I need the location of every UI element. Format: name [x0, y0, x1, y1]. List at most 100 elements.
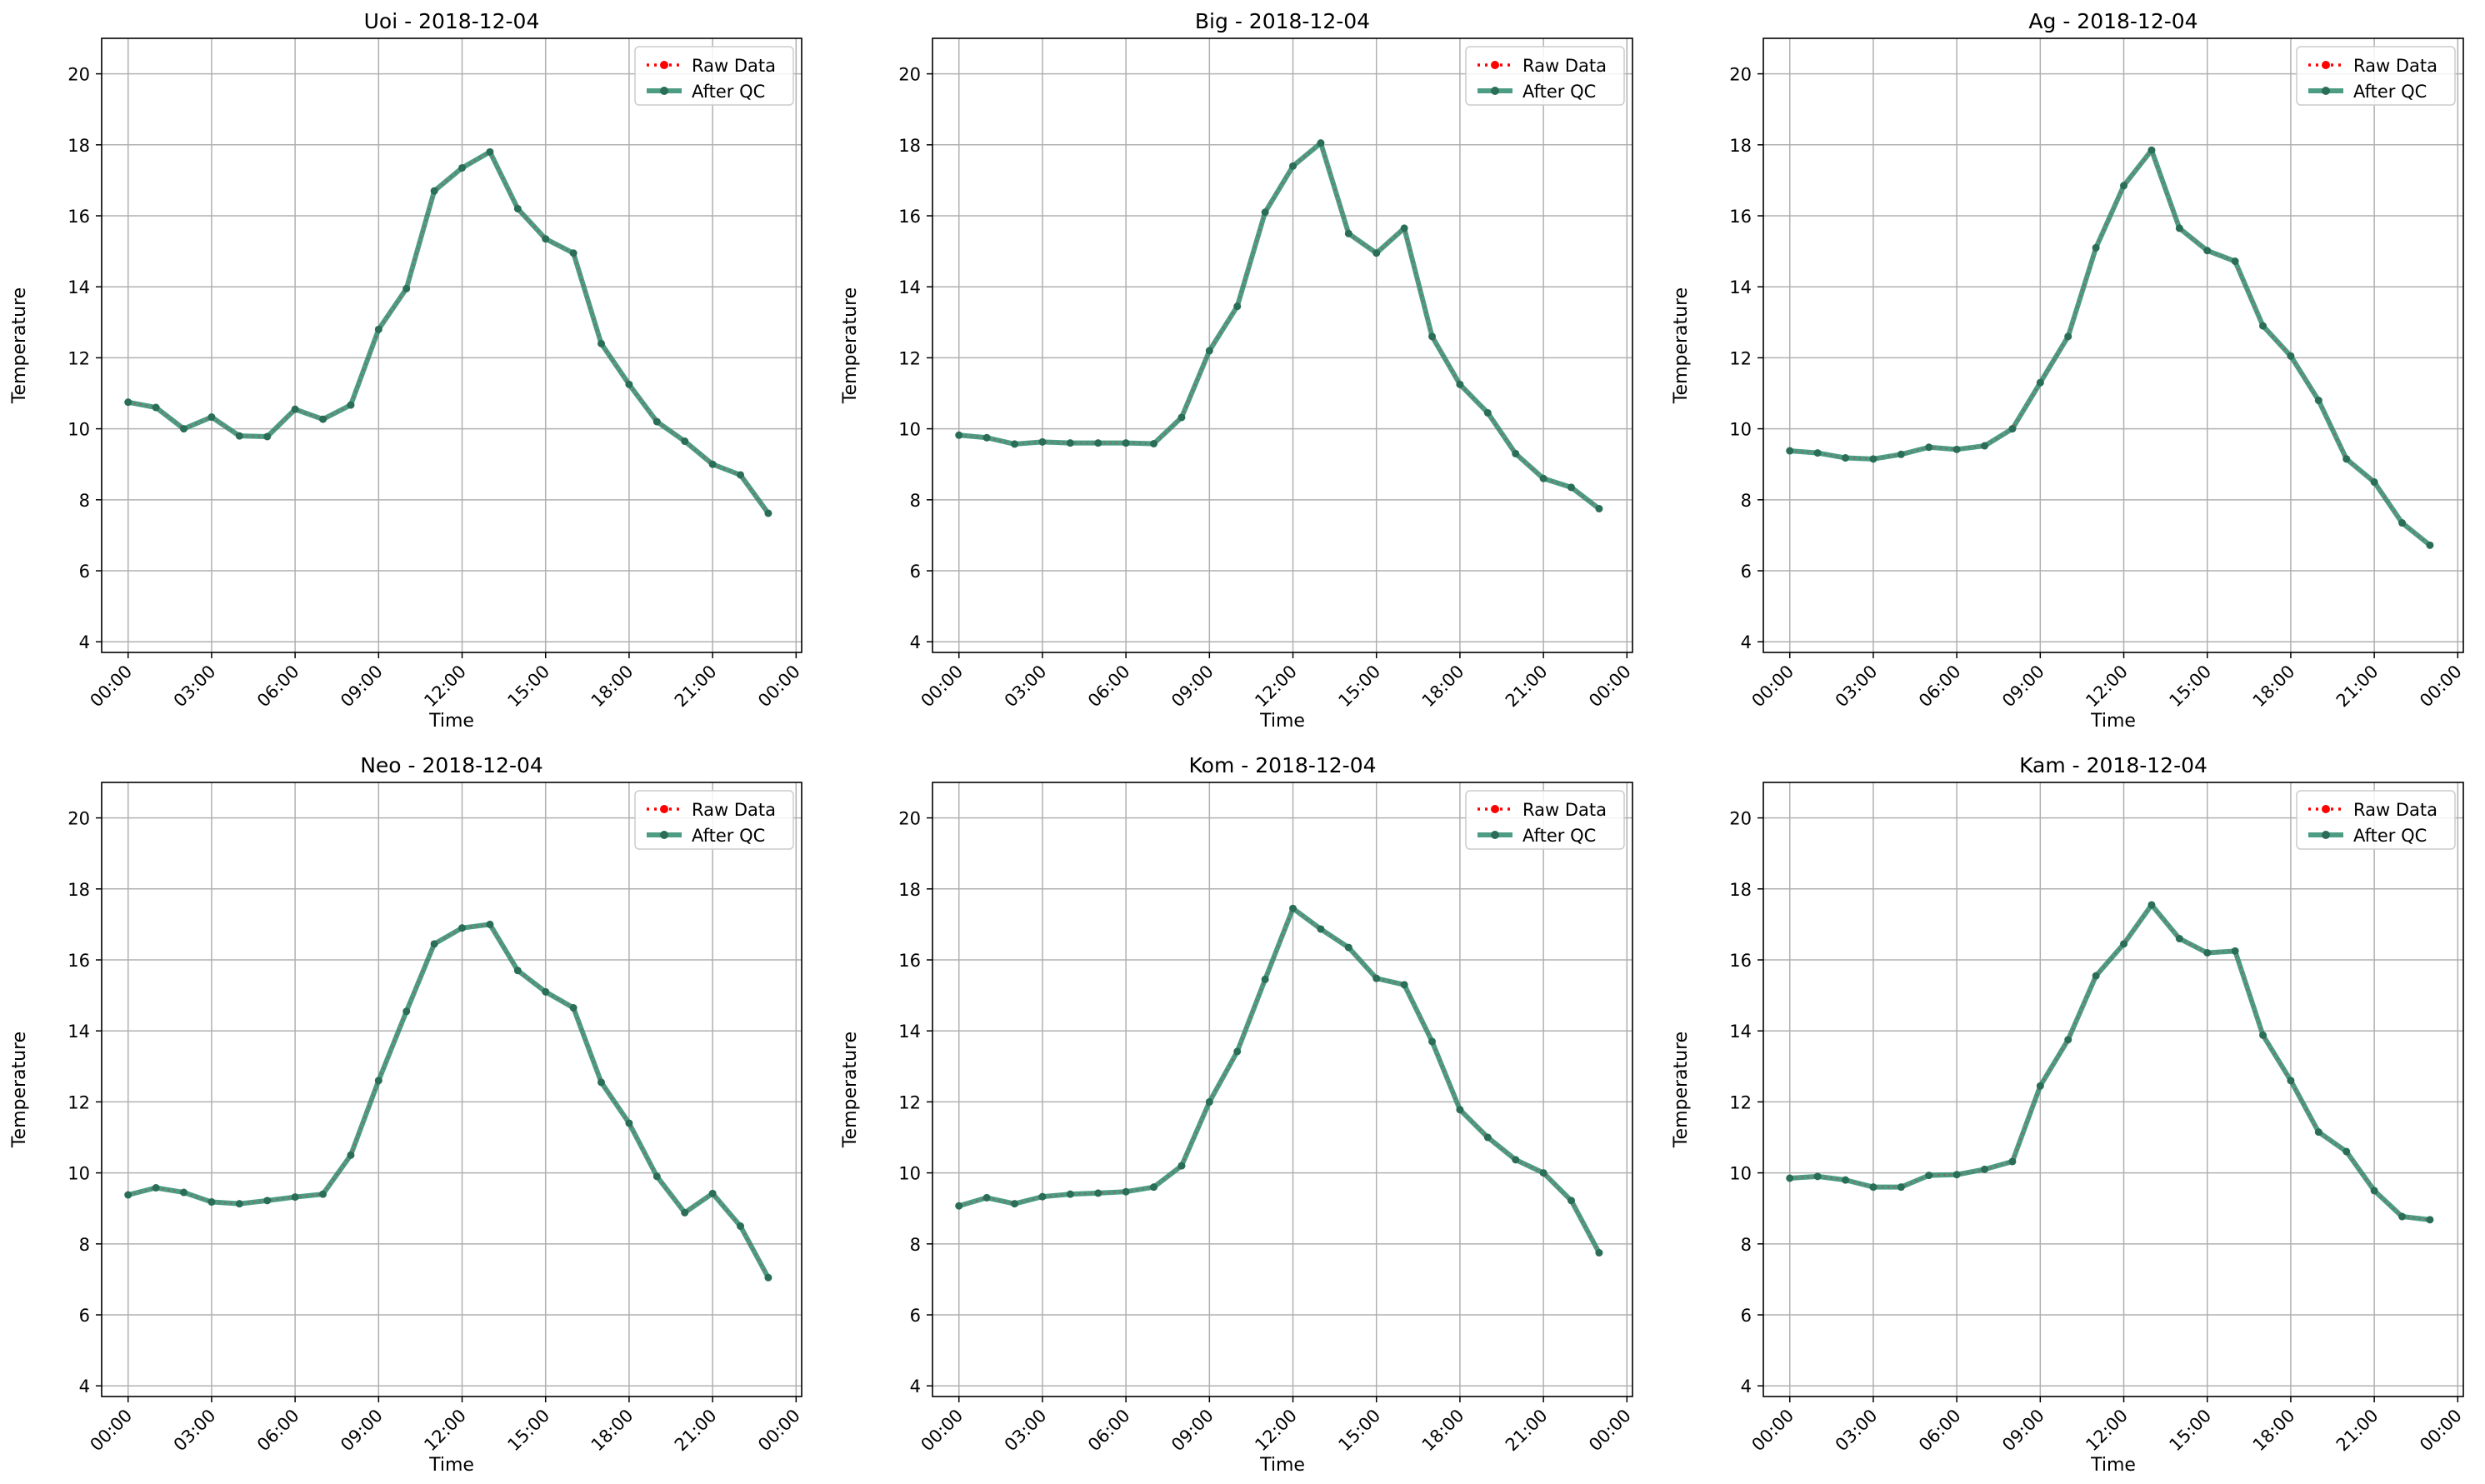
- y-tick-label: 20: [68, 65, 90, 85]
- x-tick-label: 18:00: [588, 662, 638, 712]
- data-point: [1869, 455, 1878, 463]
- y-axis-label: Temperature: [9, 1032, 30, 1148]
- y-tick-label: 12: [898, 1092, 921, 1112]
- x-tick-label: 03:00: [1001, 1406, 1051, 1456]
- y-tick-label: 8: [79, 1235, 90, 1255]
- data-point: [2231, 947, 2239, 955]
- y-tick-label: 16: [68, 951, 90, 971]
- y-tick-label: 18: [1729, 880, 1752, 900]
- data-point: [2008, 1157, 2017, 1166]
- data-point: [2287, 1077, 2295, 1085]
- data-point: [152, 1184, 160, 1192]
- y-tick-label: 18: [68, 136, 90, 156]
- y-tick-label: 4: [79, 632, 90, 652]
- data-point: [2370, 478, 2378, 487]
- y-tick-label: 10: [68, 420, 90, 440]
- x-tick-label: 06:00: [1084, 1406, 1134, 1456]
- plot-frame: [1762, 37, 2464, 653]
- y-tick-label: 14: [898, 1022, 921, 1042]
- data-point: [1261, 208, 1269, 217]
- data-point: [652, 417, 661, 426]
- data-point: [2398, 519, 2407, 527]
- x-tick-label: 18:00: [1418, 662, 1468, 712]
- data-point: [208, 413, 216, 422]
- data-point: [1483, 1133, 1492, 1142]
- data-point: [124, 1191, 132, 1199]
- data-point: [1150, 1183, 1158, 1192]
- x-axis-label: Time: [1259, 711, 1305, 732]
- data-point: [1869, 1183, 1878, 1192]
- data-point: [708, 1189, 717, 1197]
- data-point: [1568, 483, 1576, 492]
- x-tick-label: 18:00: [588, 1406, 638, 1456]
- data-point: [1428, 332, 1437, 341]
- legend-marker-after-qc: [660, 831, 668, 839]
- x-tick-label: 15:00: [2165, 1406, 2215, 1456]
- data-point: [598, 339, 606, 347]
- data-point: [955, 431, 963, 439]
- x-tick-label: 03:00: [1832, 1406, 1882, 1456]
- data-point: [2120, 940, 2128, 948]
- data-point: [1813, 449, 1822, 457]
- legend-marker-after-qc: [2322, 87, 2330, 95]
- legend-label-raw-data: Raw Data: [1522, 800, 1607, 820]
- legend-marker-raw-data: [660, 805, 668, 813]
- data-point: [2259, 1031, 2268, 1039]
- x-tick-label: 00:00: [1748, 1406, 1798, 1456]
- data-point: [347, 401, 355, 409]
- chart-panel: Kam - 2018-12-04 4 6 8 10 12 14 16 18 20 00:00 03:0…: [1671, 753, 2466, 1476]
- y-tick-label: 6: [79, 562, 90, 582]
- x-tick-label: 15:00: [1334, 1406, 1384, 1456]
- data-point: [1372, 974, 1381, 982]
- y-axis-label: Temperature: [1671, 287, 1692, 404]
- data-point: [2036, 1082, 2044, 1090]
- data-point: [1150, 440, 1158, 448]
- data-point: [1178, 1162, 1186, 1170]
- data-point: [1205, 1097, 1213, 1106]
- legend-label-raw-data: Raw Data: [2353, 56, 2438, 76]
- data-point: [1038, 1192, 1047, 1201]
- data-point: [486, 920, 494, 928]
- data-point: [652, 1172, 661, 1181]
- x-tick-label: 00:00: [2416, 1406, 2466, 1456]
- data-point: [2259, 322, 2268, 330]
- data-point: [374, 1077, 382, 1085]
- data-point: [1925, 443, 1933, 452]
- x-tick-label: 06:00: [253, 1406, 303, 1456]
- y-tick-label: 20: [68, 809, 90, 829]
- x-tick-label: 21:00: [2332, 662, 2382, 712]
- y-tick-label: 14: [68, 1022, 90, 1042]
- data-point: [1317, 925, 1325, 933]
- series-line-after-qc: [958, 906, 1602, 1254]
- data-point: [1289, 162, 1298, 170]
- x-tick-label: 00:00: [1585, 1406, 1635, 1456]
- data-point: [955, 1202, 963, 1210]
- x-tick-label: 21:00: [671, 662, 721, 712]
- data-point: [180, 1188, 188, 1197]
- y-tick-label: 8: [79, 491, 90, 511]
- data-point: [1317, 139, 1325, 147]
- y-axis-label: Temperature: [9, 287, 30, 404]
- y-tick-label: 20: [1729, 65, 1752, 85]
- data-point: [982, 1193, 991, 1202]
- legend: Raw Data After QC: [634, 790, 794, 850]
- legend-marker-raw-data: [1491, 61, 1499, 69]
- legend-label-after-qc: After QC: [1522, 826, 1596, 846]
- data-point: [513, 967, 522, 975]
- data-point: [569, 249, 578, 257]
- data-point: [263, 1197, 272, 1205]
- y-tick-label: 6: [79, 1306, 90, 1326]
- data-point: [2287, 352, 2295, 360]
- data-point: [1178, 413, 1186, 422]
- y-tick-label: 10: [1729, 420, 1752, 440]
- y-tick-label: 18: [68, 880, 90, 900]
- x-tick-label: 12:00: [1251, 662, 1301, 712]
- legend-label-raw-data: Raw Data: [2353, 800, 2438, 820]
- data-point: [1786, 1174, 1794, 1182]
- data-point: [402, 284, 411, 292]
- data-point: [1205, 347, 1213, 355]
- x-tick-label: 03:00: [170, 1406, 220, 1456]
- data-point: [2120, 182, 2128, 190]
- y-tick-label: 8: [910, 491, 921, 511]
- x-tick-label: 09:00: [1168, 1406, 1218, 1456]
